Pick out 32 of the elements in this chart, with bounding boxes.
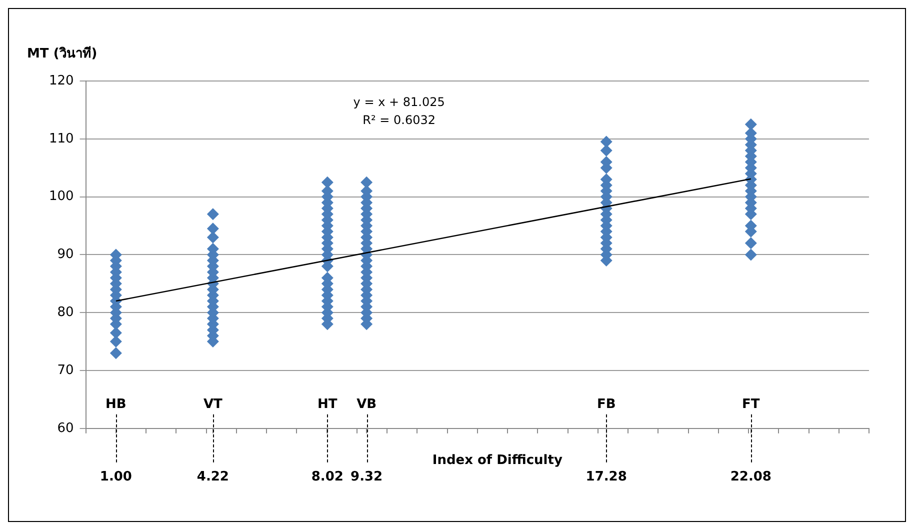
y-tick-label: 80 bbox=[57, 304, 74, 320]
x-tick-label: 22.08 bbox=[730, 470, 772, 485]
annotation: HT bbox=[318, 396, 338, 412]
x-tick-label: 1.00 bbox=[100, 470, 132, 485]
x-tick-label: 4.22 bbox=[196, 470, 229, 485]
x-tick-label: 9.32 bbox=[350, 470, 383, 485]
point bbox=[744, 118, 757, 130]
point bbox=[110, 336, 122, 348]
point bbox=[206, 208, 219, 220]
y-tick-label: 110 bbox=[48, 131, 74, 146]
point bbox=[600, 136, 612, 148]
y-tick-label: 100 bbox=[48, 189, 74, 204]
y-tick-label: 90 bbox=[57, 247, 74, 262]
point bbox=[110, 347, 122, 360]
y-axis-title: MT (วินาที) bbox=[27, 45, 98, 62]
annotation: FT bbox=[742, 396, 760, 412]
annotation: FB bbox=[596, 396, 616, 412]
x-axis-title: Index of Difficulty bbox=[432, 452, 563, 468]
y-tick-label: 70 bbox=[57, 362, 74, 378]
annotation: HB bbox=[106, 396, 126, 412]
point bbox=[744, 237, 757, 250]
annotation: VT bbox=[203, 396, 223, 412]
y-tick-label: 60 bbox=[57, 420, 74, 436]
point bbox=[360, 176, 373, 188]
annotation: y = x + 81.025 bbox=[353, 95, 445, 110]
x-tick-label: 8.02 bbox=[311, 470, 344, 485]
x-tick-label: 17.28 bbox=[586, 470, 627, 485]
annotation: R² = 0.6032 bbox=[362, 113, 436, 128]
point bbox=[744, 248, 757, 261]
point bbox=[321, 176, 334, 188]
annotation: VB bbox=[356, 396, 377, 412]
y-tick-label: 120 bbox=[48, 73, 74, 88]
